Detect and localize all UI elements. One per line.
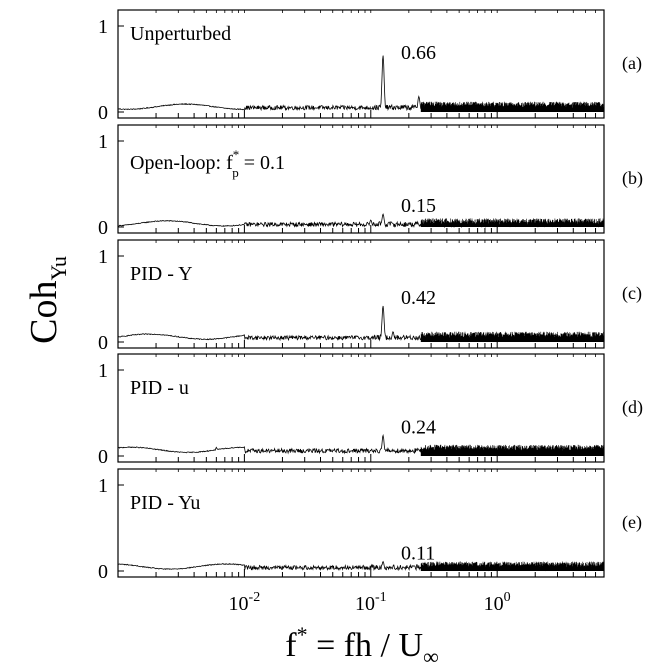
- panel-annotation: Open-loop: f* p = 0.1: [130, 147, 285, 180]
- panel-frame: [117, 353, 605, 463]
- panel-frame: [117, 124, 605, 234]
- y-tick-label: 1: [98, 131, 108, 153]
- x-tick-label: 10-2: [229, 590, 261, 615]
- panels-group: 1 0 Unperturbed 0.66 (a) 1 0 Open-loop: f* p = 0…: [98, 9, 643, 583]
- panel-letter: (b): [622, 168, 643, 189]
- panel-annotation: PID - Y: [130, 263, 193, 285]
- y-axis-label: CohYu: [23, 256, 71, 344]
- x-ticks: [117, 10, 605, 118]
- x-tick-label: 100: [484, 590, 511, 615]
- x-ticks: [117, 354, 605, 462]
- panel-letter: (e): [622, 512, 642, 533]
- y-tick-label: 0: [98, 332, 108, 354]
- panel-e: 1 0 PID - Yu 0.11 (e): [98, 468, 642, 583]
- x-ticks: [117, 469, 605, 577]
- coherence-noise-band: [420, 331, 604, 342]
- panel-frame: [117, 9, 605, 119]
- coherence-noise-band: [420, 101, 604, 112]
- x-ticks: [117, 240, 605, 348]
- y-tick-label: 1: [98, 475, 108, 497]
- y-tick-label: 0: [98, 446, 108, 468]
- y-tick-label: 1: [98, 246, 108, 268]
- panel-letter: (c): [622, 283, 642, 304]
- peak-value-label: 0.66: [401, 42, 436, 64]
- x-tick-labels: 10-2 10-1 100: [229, 590, 511, 615]
- panel-frame: [117, 468, 605, 578]
- panel-letter: (a): [622, 53, 642, 74]
- peak-value-label: 0.42: [401, 287, 436, 309]
- coherence-noise-band: [420, 444, 604, 456]
- coherence-noise-band: [420, 561, 604, 571]
- y-tick-label: 0: [98, 217, 108, 239]
- coherence-noise-band: [420, 218, 604, 227]
- panel-a: 1 0 Unperturbed 0.66 (a): [98, 9, 642, 124]
- panel-b: 1 0 Open-loop: f* p = 0.1 0.15 (b): [98, 124, 643, 239]
- panel-annotation: PID - Yu: [130, 492, 200, 514]
- panel-c: 1 0 PID - Y 0.42 (c): [98, 239, 642, 354]
- y-tick-label: 0: [98, 102, 108, 124]
- y-tick-label: 1: [98, 360, 108, 382]
- panel-d: 1 0 PID - u 0.24 (d): [98, 353, 643, 468]
- y-tick-label: 0: [98, 561, 108, 583]
- peak-value-label: 0.24: [401, 416, 436, 438]
- x-ticks: [117, 125, 605, 233]
- coherence-series-line: [117, 55, 605, 112]
- panel-annotation: Unperturbed: [130, 23, 231, 45]
- peak-value-label: 0.15: [401, 195, 436, 217]
- y-tick-label: 1: [98, 16, 108, 38]
- panel-frame: [117, 239, 605, 349]
- peak-value-label: 0.11: [401, 543, 435, 565]
- panel-annotation: PID - u: [130, 377, 189, 399]
- panel-letter: (d): [622, 397, 643, 418]
- x-axis-label: f* = fh / U∞: [285, 622, 439, 669]
- x-tick-label: 10-1: [355, 590, 387, 615]
